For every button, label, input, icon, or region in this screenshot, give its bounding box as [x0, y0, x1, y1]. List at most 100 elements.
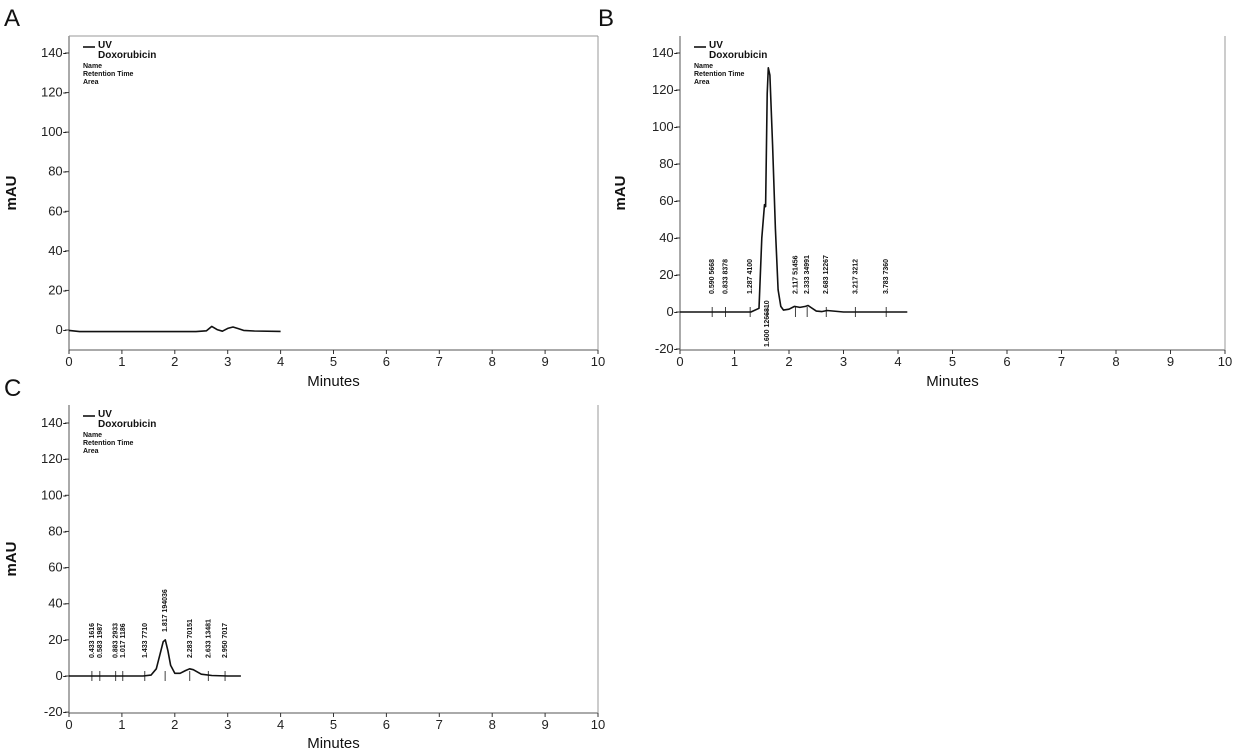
x-tick-label: 2	[171, 717, 178, 732]
y-tick-label: 100-	[41, 487, 67, 502]
x-tick-label: 6	[1003, 354, 1010, 369]
peak-label: 3.783 7360	[883, 259, 890, 294]
x-tick-label: 10	[591, 717, 605, 732]
x-tick-label: 0	[676, 354, 683, 369]
legend-field: Area	[694, 79, 710, 86]
y-tick-label: 20-	[659, 267, 678, 282]
x-tick-label: 7	[1058, 354, 1065, 369]
x-tick-label: 0	[65, 354, 72, 369]
x-axis-title: Minutes	[926, 373, 979, 390]
x-tick-label: 7	[436, 717, 443, 732]
legend-detector: UV	[709, 40, 723, 51]
chart-panel-a: A 0- 20- 40- 60- 80- 100- 120- 140- 0 1 2 3 4 5 6 7 8 9 10 M…	[3, 5, 605, 390]
x-tick-label: 9	[1167, 354, 1174, 369]
peak-label: 2.633 13481	[205, 619, 212, 658]
x-tick-label: 6	[383, 354, 390, 369]
y-tick-label: 80-	[48, 164, 67, 179]
legend-field: Retention Time	[83, 440, 134, 447]
legend-detector: UV	[98, 40, 112, 51]
peak-label: 2.333 34991	[804, 255, 811, 294]
y-tick-label: 40-	[48, 243, 67, 258]
peak-label: 0.833 8378	[722, 259, 729, 294]
legend-field: Area	[83, 79, 99, 86]
peak-label: 2.117 51456	[792, 255, 799, 294]
panel-letter: C	[4, 375, 21, 402]
peak-label: 0.590 5668	[709, 259, 716, 294]
y-tick-label: 0-	[55, 322, 67, 337]
x-tick-label: 5	[949, 354, 956, 369]
y-tick-label: 120-	[41, 85, 67, 100]
legend-compound: Doxorubicin	[709, 50, 767, 61]
legend-detector: UV	[98, 409, 112, 420]
peak-label: 3.217 3212	[852, 259, 859, 294]
y-axis-title: mAU	[3, 175, 20, 210]
x-tick-label: 2	[171, 354, 178, 369]
x-tick-label: 3	[224, 717, 231, 732]
x-tick-label: 0	[65, 717, 72, 732]
x-tick-label: 8	[489, 354, 496, 369]
panel-letter: A	[4, 5, 20, 32]
y-tick-label: 20-	[48, 632, 67, 647]
x-tick-label: 5	[330, 354, 337, 369]
x-axis-title: Minutes	[307, 373, 360, 390]
chromatogram-trace	[680, 67, 908, 313]
y-tick-label: -20-	[655, 341, 678, 356]
y-tick-label: -20-	[44, 704, 67, 719]
peak-label: 1.433 7710	[142, 623, 149, 658]
x-tick-label: 6	[383, 717, 390, 732]
y-tick-label: 100-	[652, 119, 678, 134]
legend-field: Name	[694, 63, 713, 70]
y-tick-label: 80-	[48, 523, 67, 538]
legend-field: Retention Time	[694, 71, 745, 78]
chart-panel-b: B -20- 0- 20- 40- 60- 80- 100- 120- 140- 0 1 2 3 4 5 6 7 8…	[598, 5, 1232, 390]
y-axis-title: mAU	[612, 175, 629, 210]
y-tick-label: 140-	[41, 45, 67, 60]
y-tick-label: 140-	[41, 415, 67, 430]
x-tick-label: 7	[436, 354, 443, 369]
panel-letter: B	[598, 5, 614, 32]
y-tick-label: 40-	[659, 230, 678, 245]
peak-label: 2.683 12267	[823, 255, 830, 294]
y-tick-label: 20-	[48, 282, 67, 297]
x-tick-label: 2	[785, 354, 792, 369]
peak-label: 0.883 2933	[113, 623, 120, 658]
y-tick-label: 60-	[48, 203, 67, 218]
legend-field: Name	[83, 63, 102, 70]
x-tick-label: 1	[118, 354, 125, 369]
y-tick-label: 120-	[652, 82, 678, 97]
peak-label: 2.283 70151	[187, 619, 194, 658]
x-tick-label: 4	[894, 354, 901, 369]
x-tick-label: 9	[541, 717, 548, 732]
legend-compound: Doxorubicin	[98, 419, 156, 430]
x-axis-title: Minutes	[307, 735, 360, 748]
legend-field: Name	[83, 432, 102, 439]
peak-label: 1.817 194036	[162, 589, 169, 632]
x-tick-label: 3	[224, 354, 231, 369]
peak-label: 1.287 4100	[747, 259, 754, 294]
y-tick-label: 100-	[41, 124, 67, 139]
x-tick-label: 4	[277, 717, 284, 732]
x-tick-label: 1	[731, 354, 738, 369]
y-tick-label: 0-	[55, 668, 67, 683]
peak-label: 0.433 1616	[89, 623, 96, 658]
peak-label: 0.583 1987	[97, 623, 104, 658]
chart-panel-c: C -20- 0- 20- 40- 60- 80- 100- 120- 140- 0 1 2 3 4 5 6 7 8…	[3, 375, 605, 748]
x-tick-label: 10	[1218, 354, 1232, 369]
y-tick-label: 0-	[666, 304, 678, 319]
y-tick-label: 40-	[48, 596, 67, 611]
x-tick-label: 4	[277, 354, 284, 369]
peak-label: 2.950 7017	[222, 623, 229, 658]
x-tick-label: 10	[591, 354, 605, 369]
y-tick-label: 140-	[652, 45, 678, 60]
y-tick-label: 120-	[41, 451, 67, 466]
x-tick-label: 8	[1112, 354, 1119, 369]
chromatogram-trace	[68, 325, 281, 333]
y-axis-title: mAU	[3, 541, 20, 576]
x-tick-label: 3	[840, 354, 847, 369]
y-tick-label: 60-	[659, 193, 678, 208]
legend-field: Area	[83, 448, 99, 455]
y-tick-label: 80-	[659, 156, 678, 171]
x-tick-label: 1	[118, 717, 125, 732]
y-tick-label: 60-	[48, 560, 67, 575]
